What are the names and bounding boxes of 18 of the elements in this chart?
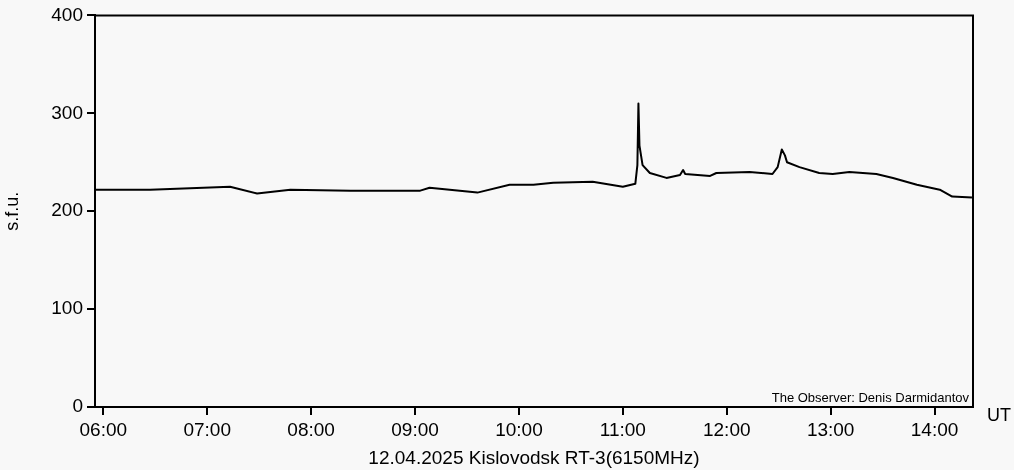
x-tick-label: 07:00 [183, 418, 231, 440]
text: UT [987, 404, 1011, 425]
x-tick-label: 09:00 [391, 418, 439, 440]
x-tick-label: 14:00 [910, 418, 959, 440]
y-axis-title: s.f.u. [1, 191, 22, 231]
x-axis-title: 12.04.2025 Kislovodsk RT-3(6150MHz) [368, 446, 700, 468]
y-tick-label: 0 [72, 395, 83, 417]
x-tick-label: 06:00 [79, 418, 128, 440]
y-tick-label: 300 [51, 101, 83, 123]
x-tick-label: 12:00 [702, 418, 751, 440]
annotation: The Observer: Denis Darmidantov [771, 390, 970, 406]
y-tick-label: 100 [51, 297, 83, 319]
y-tick-label: 200 [51, 199, 83, 221]
x-tick-label: 11:00 [599, 418, 646, 440]
x-tick-label: 13:00 [806, 418, 855, 440]
x-tick-label: 10:00 [495, 418, 543, 440]
y-tick-label: 400 [51, 3, 83, 25]
x-tick-label: 08:00 [287, 418, 335, 440]
